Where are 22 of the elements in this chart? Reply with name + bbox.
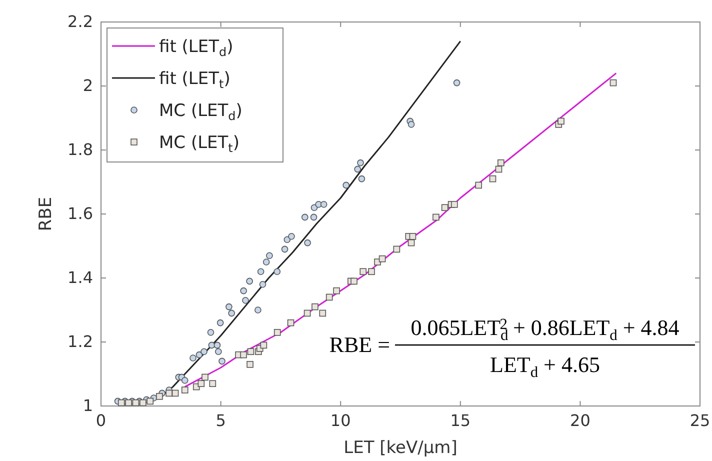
annotation: LET$_{d}$ + 4.65 <box>490 352 600 380</box>
legend-label: MC (LET$_{t}$) <box>159 133 240 155</box>
x-axis-title: LET [keV/μm] <box>344 438 458 458</box>
x-tick-label: 20 <box>570 411 590 430</box>
x-tick-label: 5 <box>216 411 226 430</box>
y-tick-label: 1 <box>82 396 93 415</box>
y-tick-label: 1.4 <box>68 268 93 287</box>
y-tick-label: 2.2 <box>68 12 93 31</box>
y-tick-label: 2 <box>82 76 93 95</box>
legend-label: fit (LET$_{t}$) <box>159 69 230 91</box>
y-tick-label: 1.6 <box>68 204 93 223</box>
y-tick-label: 1.2 <box>68 332 93 351</box>
y-tick-label: 1.8 <box>68 140 93 159</box>
x-tick-label: 15 <box>450 411 471 430</box>
annotation: RBE = <box>329 332 390 357</box>
x-tick-label: 25 <box>690 411 710 430</box>
legend-label: MC (LET$_{d}$) <box>159 101 242 123</box>
x-tick-label: 10 <box>330 411 351 430</box>
y-axis-title: RBE <box>36 196 56 232</box>
legend-label: fit (LET$_{d}$) <box>159 37 234 59</box>
annotation: 0.065LET$_{d}$$^{2}$ + 0.86LET$_{d}$ + 4.84 <box>410 315 680 344</box>
x-tick-label: 0 <box>96 411 106 430</box>
